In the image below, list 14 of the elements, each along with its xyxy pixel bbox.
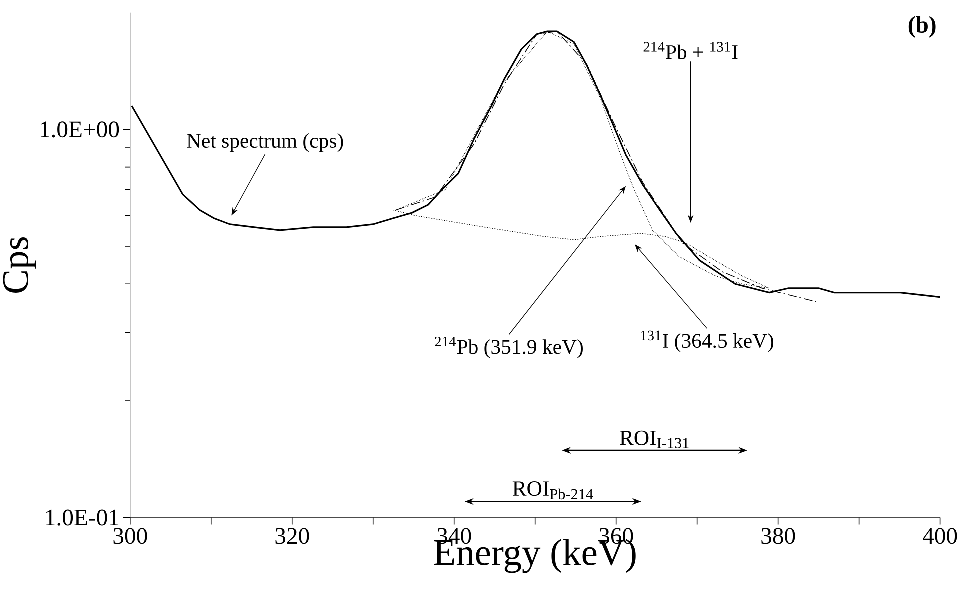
x-tick-label: 380: [762, 528, 796, 544]
x-tick-label: 300: [114, 528, 148, 544]
y-tick-label: 1.0E+00: [40, 122, 120, 138]
x-tick-label: 400: [923, 528, 958, 544]
annotation: (b): [908, 16, 936, 38]
y-axis-title: Cps: [3, 238, 36, 294]
y-tick-label: 1.0E-01: [46, 510, 119, 526]
annotation: $^{131}$I (364.5 keV): [641, 330, 774, 352]
annotation: ROI$_{Pb-214}$: [512, 482, 594, 500]
annotation: $^{214}$Pb + $^{131}$I: [644, 42, 738, 60]
x-tick-label: 320: [276, 528, 310, 544]
annotation: Net spectrum (cps): [187, 134, 344, 152]
annotation: $^{214}$Pb (351.9 keV): [435, 337, 583, 358]
annotation: ROI$_{I-131}$: [620, 430, 689, 448]
